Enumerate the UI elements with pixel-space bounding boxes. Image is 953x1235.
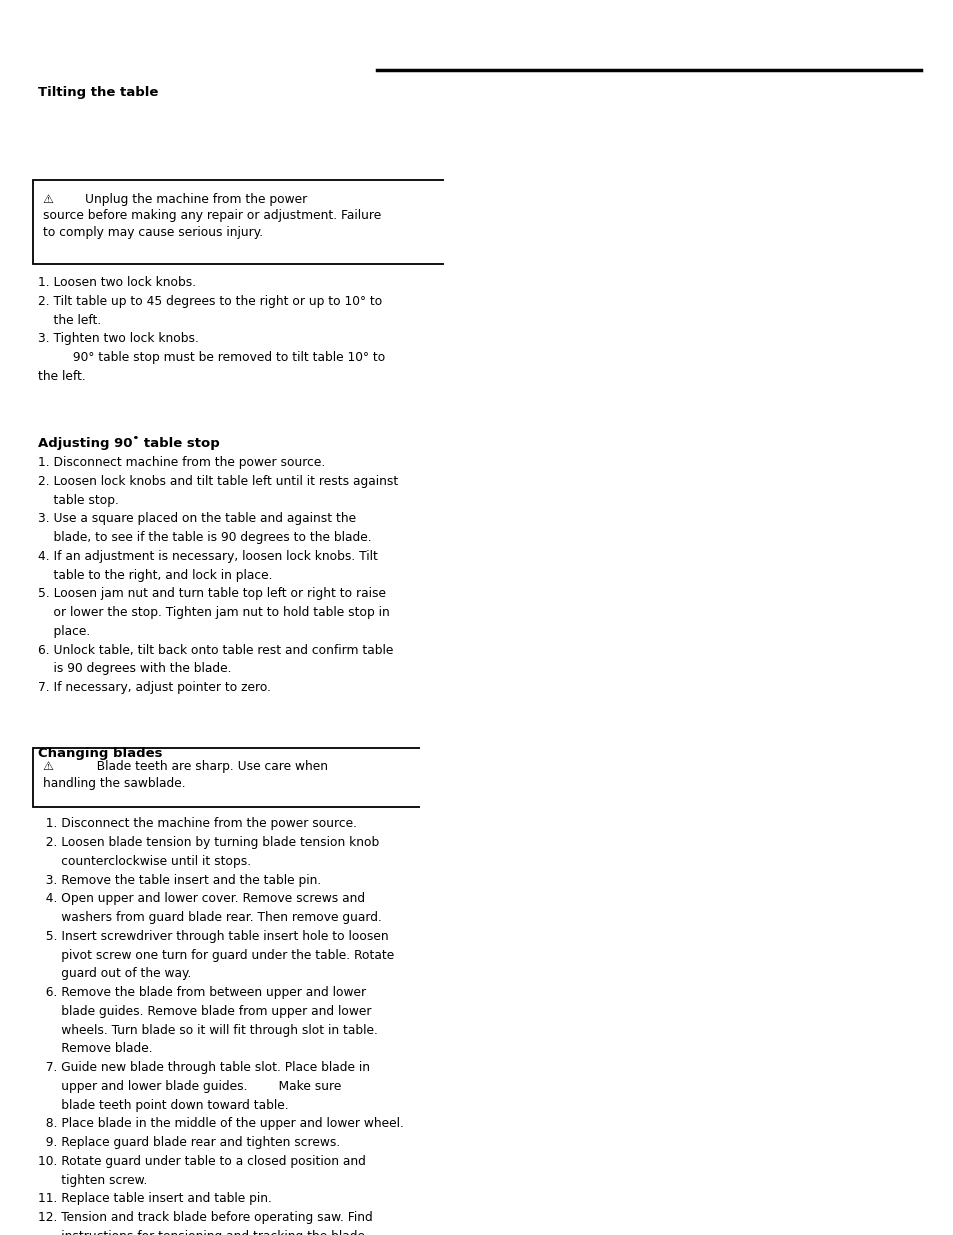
Text: 2. Tilt table up to 45 degrees to the right or up to 10° to: 2. Tilt table up to 45 degrees to the ri… <box>38 295 382 308</box>
Text: 6. Unlock table, tilt back onto table rest and confirm table: 6. Unlock table, tilt back onto table re… <box>38 643 394 657</box>
Text: 9. Replace guard blade rear and tighten screws.: 9. Replace guard blade rear and tighten … <box>38 1136 340 1149</box>
Text: table to the right, and lock in place.: table to the right, and lock in place. <box>38 568 273 582</box>
Text: Remove blade.: Remove blade. <box>38 1042 152 1056</box>
Text: is 90 degrees with the blade.: is 90 degrees with the blade. <box>38 662 232 676</box>
Text: blade guides. Remove blade from upper and lower: blade guides. Remove blade from upper an… <box>38 1005 372 1018</box>
Text: 7. Guide new blade through table slot. Place blade in: 7. Guide new blade through table slot. P… <box>38 1061 370 1074</box>
Text: tighten screw.: tighten screw. <box>38 1173 148 1187</box>
Text: 90° table stop must be removed to tilt table 10° to: 90° table stop must be removed to tilt t… <box>38 351 385 364</box>
Text: counterclockwise until it stops.: counterclockwise until it stops. <box>38 855 251 868</box>
Text: 12. Tension and track blade before operating saw. Find: 12. Tension and track blade before opera… <box>38 1212 373 1224</box>
Text: 4. Open upper and lower cover. Remove screws and: 4. Open upper and lower cover. Remove sc… <box>38 893 365 905</box>
Text: instructions for tensioning and tracking the blade: instructions for tensioning and tracking… <box>38 1230 365 1235</box>
Text: 3. Use a square placed on the table and against the: 3. Use a square placed on the table and … <box>38 513 355 525</box>
Text: Changing blades: Changing blades <box>38 747 163 760</box>
Text: 1. Disconnect the machine from the power source.: 1. Disconnect the machine from the power… <box>38 818 356 830</box>
Text: 6. Remove the blade from between upper and lower: 6. Remove the blade from between upper a… <box>38 986 366 999</box>
Text: 1. Disconnect machine from the power source.: 1. Disconnect machine from the power sou… <box>38 456 325 469</box>
Text: washers from guard blade rear. Then remove guard.: washers from guard blade rear. Then remo… <box>38 911 381 924</box>
Text: guard out of the way.: guard out of the way. <box>38 967 192 981</box>
Text: ⚠           Blade teeth are sharp. Use care when
handling the sawblade.: ⚠ Blade teeth are sharp. Use care when h… <box>43 761 328 790</box>
Text: 10. Rotate guard under table to a closed position and: 10. Rotate guard under table to a closed… <box>38 1155 366 1168</box>
Text: Adjusting 90˚ table stop: Adjusting 90˚ table stop <box>38 436 220 450</box>
Text: 5. Loosen jam nut and turn table top left or right to raise: 5. Loosen jam nut and turn table top lef… <box>38 588 386 600</box>
Text: 2. Loosen lock knobs and tilt table left until it rests against: 2. Loosen lock knobs and tilt table left… <box>38 475 398 488</box>
Text: pivot screw one turn for guard under the table. Rotate: pivot screw one turn for guard under the… <box>38 948 394 962</box>
Text: 7. If necessary, adjust pointer to zero.: 7. If necessary, adjust pointer to zero. <box>38 682 271 694</box>
Text: the left.: the left. <box>38 314 101 327</box>
Text: 4. If an adjustment is necessary, loosen lock knobs. Tilt: 4. If an adjustment is necessary, loosen… <box>38 550 377 563</box>
Text: 8. Place blade in the middle of the upper and lower wheel.: 8. Place blade in the middle of the uppe… <box>38 1118 404 1130</box>
Bar <box>419 710 934 1167</box>
Bar <box>33 180 448 264</box>
Text: wheels. Turn blade so it will fit through slot in table.: wheels. Turn blade so it will fit throug… <box>38 1024 377 1036</box>
Text: upper and lower blade guides.        Make sure: upper and lower blade guides. Make sure <box>38 1079 341 1093</box>
Text: or lower the stop. Tighten jam nut to hold table stop in: or lower the stop. Tighten jam nut to ho… <box>38 606 390 619</box>
Text: 1. Loosen two lock knobs.: 1. Loosen two lock knobs. <box>38 277 196 289</box>
Bar <box>443 401 934 698</box>
Text: 3. Remove the table insert and the table pin.: 3. Remove the table insert and the table… <box>38 873 321 887</box>
Text: blade teeth point down toward table.: blade teeth point down toward table. <box>38 1099 289 1112</box>
Text: ⚠        Unplug the machine from the power
source before making any repair or ad: ⚠ Unplug the machine from the power sour… <box>43 193 381 238</box>
Text: table stop.: table stop. <box>38 494 119 506</box>
Text: 5. Insert screwdriver through table insert hole to loosen: 5. Insert screwdriver through table inse… <box>38 930 389 942</box>
Text: 11. Replace table insert and table pin.: 11. Replace table insert and table pin. <box>38 1192 272 1205</box>
Text: the left.: the left. <box>38 370 86 383</box>
Text: Tilting the table: Tilting the table <box>38 86 158 100</box>
Text: place.: place. <box>38 625 91 638</box>
Bar <box>443 86 934 303</box>
Text: blade, to see if the table is 90 degrees to the blade.: blade, to see if the table is 90 degrees… <box>38 531 372 545</box>
Bar <box>33 748 448 808</box>
Text: 2. Loosen blade tension by turning blade tension knob: 2. Loosen blade tension by turning blade… <box>38 836 379 850</box>
Text: 3. Tighten two lock knobs.: 3. Tighten two lock knobs. <box>38 332 199 346</box>
